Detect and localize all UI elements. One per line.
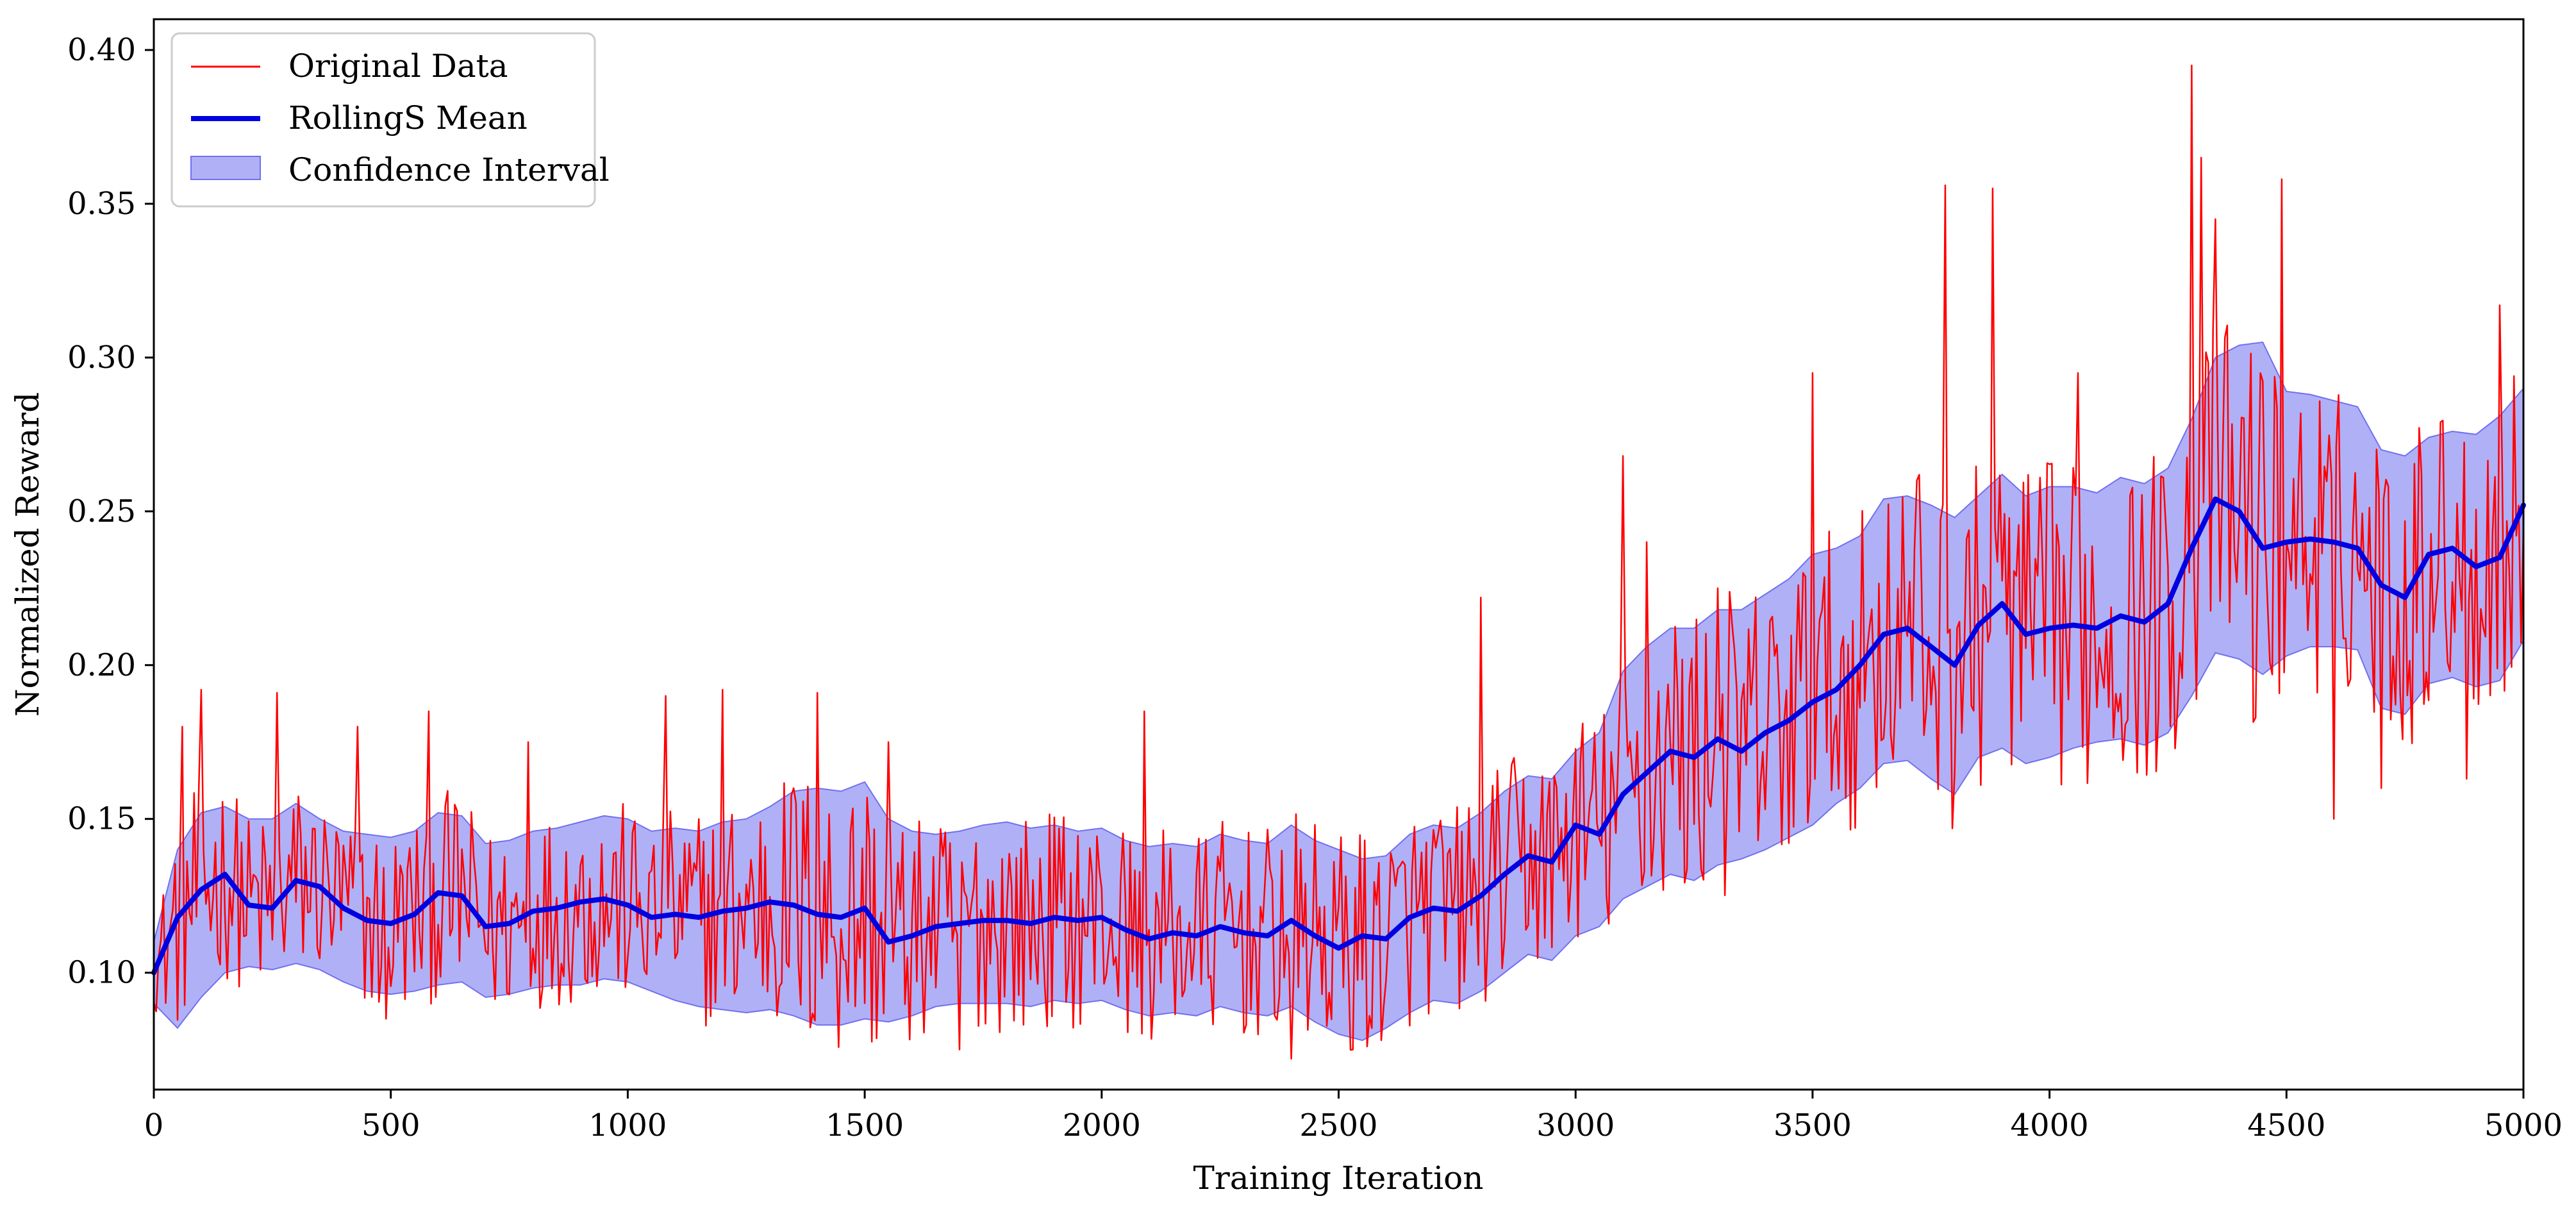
legend: Original Data RollingS Mean Confidence I… bbox=[170, 32, 610, 208]
y-tick-label: 0.35 bbox=[67, 186, 136, 222]
x-tick-label: 4000 bbox=[2011, 1108, 2089, 1143]
y-tick-label: 0.10 bbox=[67, 955, 136, 991]
legend-ci-swatch bbox=[190, 156, 261, 180]
y-axis-ticks: 0.10 0.15 0.20 0.25 0.30 0.35 0.40 bbox=[67, 32, 154, 991]
y-tick-label: 0.25 bbox=[67, 494, 136, 529]
legend-ci-label: Confidence Interval bbox=[288, 151, 610, 188]
y-tick-label: 0.40 bbox=[67, 32, 136, 68]
x-tick-label: 2000 bbox=[1063, 1108, 1141, 1143]
original-data-line bbox=[153, 64, 2525, 1060]
x-tick-label: 2500 bbox=[1299, 1108, 1377, 1143]
y-tick-label: 0.15 bbox=[67, 801, 136, 837]
legend-box bbox=[170, 32, 596, 208]
legend-rolling-label: RollingS Mean bbox=[288, 99, 528, 137]
x-tick-label: 3500 bbox=[1774, 1108, 1852, 1143]
rolling-mean-line bbox=[151, 496, 2526, 975]
x-tick-label: 500 bbox=[361, 1108, 420, 1143]
x-axis-ticks: 0 500 1000 1500 2000 2500 3000 3500 4000 4500 5000 bbox=[144, 1090, 2563, 1143]
original-data-layer bbox=[153, 64, 2525, 1060]
y-tick-label: 0.20 bbox=[67, 647, 136, 683]
legend-original-label: Original Data bbox=[288, 47, 508, 85]
y-axis-label: Normalized Reward bbox=[9, 392, 46, 717]
x-tick-label: 0 bbox=[144, 1108, 164, 1143]
x-tick-label: 4500 bbox=[2247, 1108, 2325, 1143]
x-tick-label: 3000 bbox=[1536, 1108, 1615, 1143]
x-tick-label: 1000 bbox=[588, 1108, 667, 1143]
y-tick-label: 0.30 bbox=[67, 340, 136, 376]
rolling-mean-layer bbox=[151, 496, 2526, 975]
x-tick-label: 5000 bbox=[2484, 1108, 2563, 1143]
x-tick-label: 1500 bbox=[826, 1108, 904, 1143]
x-axis-label: Training Iteration bbox=[1193, 1159, 1484, 1197]
